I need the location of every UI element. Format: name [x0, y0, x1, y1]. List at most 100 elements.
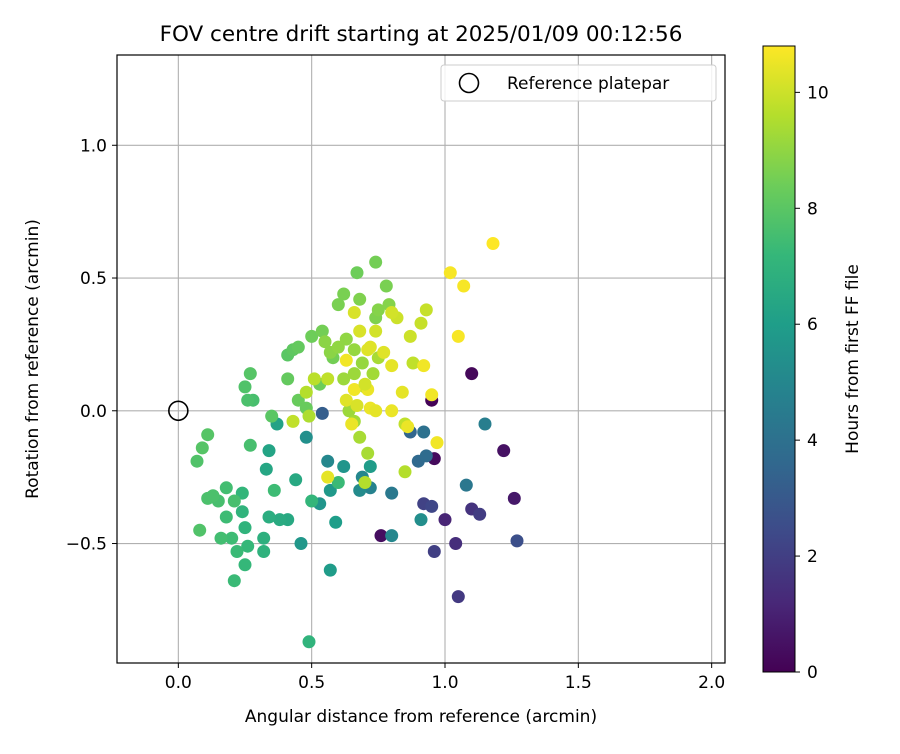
data-point [449, 537, 463, 550]
data-point [403, 329, 417, 343]
data-point [299, 430, 313, 444]
data-point [243, 367, 257, 381]
data-point [497, 444, 511, 458]
data-point [486, 237, 500, 250]
data-points [190, 237, 524, 649]
x-tick-label: 2.0 [698, 673, 725, 693]
data-point [302, 635, 316, 649]
colorbar-tick-label: 4 [807, 431, 818, 451]
data-point [385, 306, 399, 319]
data-point [235, 505, 249, 519]
data-point [377, 345, 391, 359]
plot-frame [116, 54, 726, 664]
data-point [473, 507, 487, 521]
data-point [225, 531, 239, 545]
data-point [262, 510, 276, 524]
data-point [414, 316, 428, 330]
data-point [366, 367, 380, 381]
data-point [358, 377, 372, 391]
data-point [337, 372, 351, 386]
colorbar-gradient [762, 45, 796, 673]
data-point [425, 499, 439, 513]
data-point [419, 303, 433, 317]
data-point [465, 367, 479, 381]
data-point [339, 332, 353, 346]
data-point [425, 388, 439, 402]
data-point [347, 383, 361, 396]
legend-box [440, 64, 717, 102]
data-point [302, 409, 316, 423]
data-point [337, 460, 351, 473]
data-point [294, 537, 308, 550]
data-point [379, 279, 393, 293]
data-point [401, 420, 415, 434]
data-point [193, 523, 207, 537]
data-point [257, 545, 271, 558]
data-point [321, 470, 335, 484]
data-point [427, 545, 441, 558]
colorbar-tick-label: 8 [807, 199, 818, 219]
data-point [350, 399, 364, 412]
data-point [331, 298, 345, 312]
data-point [235, 486, 249, 500]
y-axis-label: Rotation from reference (arcmin) [23, 219, 43, 499]
data-point [305, 494, 319, 508]
data-point [262, 444, 276, 458]
data-point [331, 476, 345, 489]
data-point [329, 515, 343, 529]
data-point [281, 372, 295, 386]
colorbar-tick-label: 6 [807, 315, 818, 335]
data-point [457, 279, 471, 293]
data-point [337, 287, 351, 301]
data-point [414, 513, 428, 527]
data-point [385, 359, 399, 373]
data-point [318, 335, 332, 349]
data-point [459, 478, 473, 492]
colorbar-tick-label: 0 [807, 663, 818, 683]
data-point [385, 486, 399, 500]
data-point [305, 329, 319, 343]
data-point [385, 529, 399, 543]
data-point [267, 483, 281, 497]
chart-title: FOV centre drift starting at 2025/01/09 … [160, 22, 683, 47]
data-point [361, 343, 375, 357]
data-point [238, 521, 252, 535]
data-point [259, 462, 273, 476]
data-point [361, 446, 375, 460]
data-point [374, 529, 388, 543]
data-point [371, 303, 385, 317]
x-axis-label: Angular distance from reference (arcmin) [245, 707, 597, 727]
colorbar-ticks: 0 2 4 6 8 10 [795, 83, 829, 683]
data-point [451, 329, 465, 343]
data-point [347, 367, 361, 381]
colorbar-label: Hours from first FF file [843, 264, 863, 454]
data-point [286, 414, 300, 428]
data-point [201, 428, 215, 442]
data-point [315, 324, 329, 338]
data-point [385, 404, 399, 418]
data-point [291, 393, 305, 407]
data-point [345, 417, 359, 431]
data-point [507, 491, 521, 505]
data-point [201, 491, 215, 505]
data-point [350, 266, 364, 280]
data-point [347, 306, 361, 319]
colorbar-tick-label: 10 [807, 83, 829, 103]
data-point [419, 449, 433, 463]
data-point [347, 343, 361, 357]
data-point [363, 460, 377, 473]
data-point [219, 481, 233, 495]
data-point [321, 454, 335, 468]
data-point [227, 574, 241, 588]
data-point [451, 590, 465, 604]
data-point [289, 473, 303, 487]
data-point [299, 385, 313, 399]
data-point [227, 494, 241, 508]
data-point [406, 356, 420, 370]
data-point [417, 359, 431, 373]
data-point [307, 372, 321, 386]
data-point [369, 324, 383, 338]
legend-label: Reference platepar [507, 74, 669, 94]
